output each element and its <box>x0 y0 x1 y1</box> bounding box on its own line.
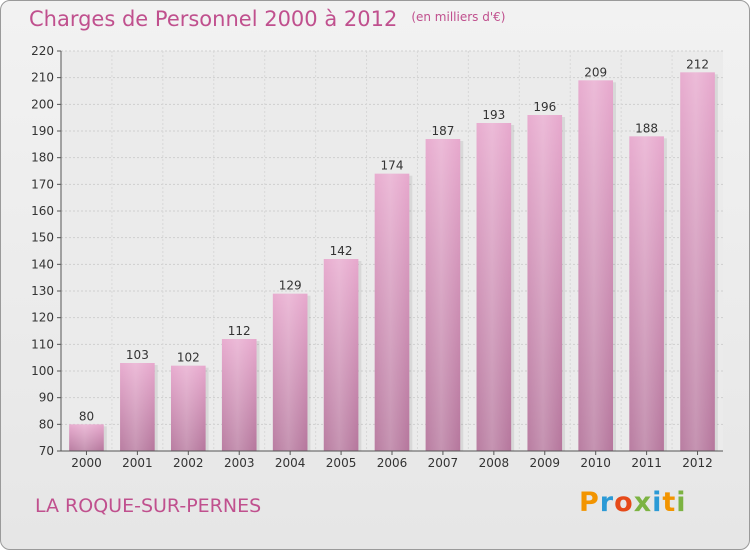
bar-shine <box>221 339 257 451</box>
bar-shine <box>120 363 155 451</box>
bar-value-label: 174 <box>381 159 404 173</box>
bar-value-label: 212 <box>686 57 709 71</box>
logo-letter: P <box>579 487 600 518</box>
logo-letter: r <box>599 487 615 518</box>
chart-title: Charges de Personnel 2000 à 2012 (en mill… <box>29 7 505 31</box>
bar-value-label: 188 <box>635 121 658 135</box>
proxiti-logo: Proxiti <box>579 487 687 518</box>
x-tick-label: 2011 <box>631 456 662 470</box>
y-tick-label: 100 <box>31 364 54 378</box>
chart-unit: (en milliers d'€) <box>411 10 506 24</box>
bar-shine <box>578 80 614 451</box>
chart-title-text: Charges de Personnel 2000 à 2012 <box>29 7 398 31</box>
y-tick-label: 170 <box>31 177 54 191</box>
bar-layer <box>69 72 718 452</box>
bar-value-label: 196 <box>533 100 556 114</box>
y-tick-label: 80 <box>39 417 54 431</box>
logo-letter: t <box>662 487 677 518</box>
x-tick-label: 2000 <box>71 456 102 470</box>
y-tick-label: 190 <box>31 124 54 138</box>
axis-layer: 7080901001101201301401501601701801902002… <box>31 44 723 470</box>
y-tick-label: 160 <box>31 204 54 218</box>
bar-shine <box>323 259 359 451</box>
place-name: LA ROQUE-SUR-PERNES <box>35 495 262 517</box>
bar-shine <box>629 136 664 452</box>
y-tick-label: 180 <box>31 151 54 165</box>
x-tick-label: 2002 <box>173 456 204 470</box>
bar-value-label: 142 <box>330 244 353 258</box>
x-tick-label: 2006 <box>377 456 408 470</box>
bar-shine <box>170 365 206 451</box>
x-tick-label: 2007 <box>428 456 459 470</box>
x-tick-label: 2003 <box>224 456 255 470</box>
x-tick-label: 2012 <box>682 456 713 470</box>
x-tick-label: 2009 <box>529 456 560 470</box>
logo-letter: o <box>614 487 634 518</box>
y-tick-label: 150 <box>31 231 54 245</box>
bar-value-label: 209 <box>584 65 607 79</box>
bar-value-label: 187 <box>431 124 454 138</box>
y-tick-label: 120 <box>31 311 54 325</box>
y-tick-label: 90 <box>39 391 54 405</box>
y-tick-label: 210 <box>31 71 54 85</box>
y-tick-label: 140 <box>31 257 54 271</box>
x-tick-label: 2005 <box>326 456 357 470</box>
bar-value-label: 112 <box>228 324 251 338</box>
y-tick-label: 200 <box>31 97 54 111</box>
y-tick-label: 130 <box>31 284 54 298</box>
x-tick-label: 2004 <box>275 456 306 470</box>
y-tick-label: 70 <box>39 444 54 458</box>
bar-shine <box>272 293 308 451</box>
logo-letter: i <box>652 487 663 518</box>
bar-value-label: 129 <box>279 279 302 293</box>
logo-letter: i <box>676 487 687 518</box>
x-tick-label: 2008 <box>479 456 510 470</box>
x-tick-label: 2010 <box>580 456 611 470</box>
bar-value-label: 102 <box>177 351 200 365</box>
y-tick-label: 220 <box>31 44 54 58</box>
bar-shine <box>69 424 104 451</box>
bar-shine <box>680 72 715 451</box>
bar-value-label: 80 <box>79 409 94 423</box>
bar-shine <box>527 115 563 451</box>
y-tick-label: 110 <box>31 337 54 351</box>
bar-shine <box>374 173 410 451</box>
bar-value-label: 103 <box>126 348 149 362</box>
bar-value-label: 193 <box>482 108 505 122</box>
bar-shine <box>476 123 512 451</box>
bar-shine <box>425 139 461 451</box>
logo-letter: x <box>633 487 653 518</box>
x-tick-label: 2001 <box>122 456 153 470</box>
